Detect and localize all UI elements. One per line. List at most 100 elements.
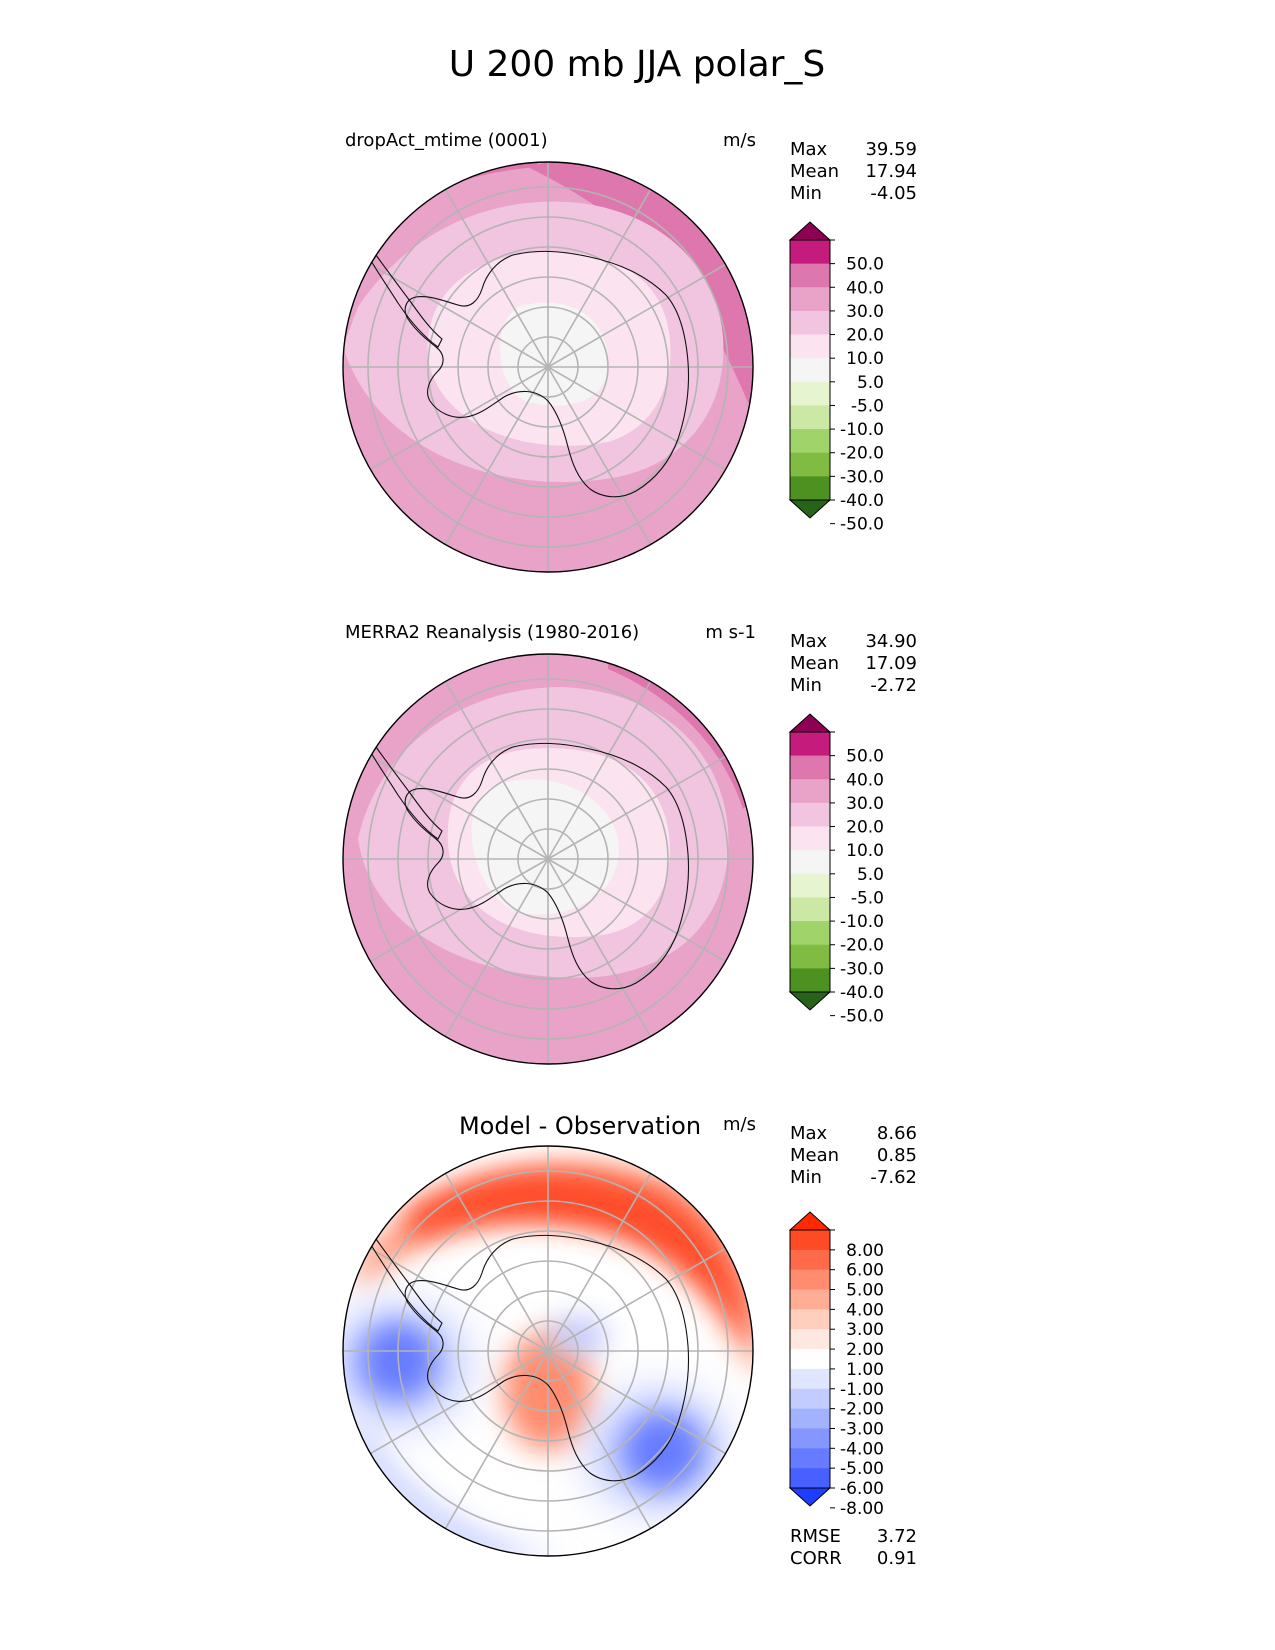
- colorbar-tick-label: 30.0: [846, 794, 884, 814]
- longitude-line: [370, 755, 549, 860]
- stat-value: 17.09: [865, 653, 917, 674]
- colorbar-frame: [789, 731, 831, 993]
- colorbar-tick-label: 40.0: [846, 278, 884, 298]
- colorbar-tick-label: -50.0: [840, 515, 884, 535]
- colorbar-segment: [790, 1230, 830, 1251]
- colorbar-segment: [790, 310, 830, 336]
- stat-label: Mean: [790, 161, 839, 182]
- map-field: [343, 162, 753, 572]
- panel-2: MERRA2 Reanalysis (1980-2016) m s-1 Max 34.…: [342, 622, 917, 1065]
- stat-label: Max: [790, 139, 828, 160]
- longitude-line: [444, 681, 549, 860]
- colorbar-segment: [790, 755, 830, 780]
- stat-value: 8.66: [877, 1123, 917, 1144]
- stat-label: Mean: [790, 1145, 839, 1166]
- colorbar-tick-label: -2.00: [840, 1400, 884, 1420]
- colorbar-segment: [790, 287, 830, 312]
- stat-label: RMSE: [790, 1526, 841, 1547]
- stat-value: 0.91: [877, 1548, 917, 1569]
- diff-positive-core: [408, 1172, 753, 1351]
- coastline: [404, 250, 690, 498]
- longitude-line: [444, 189, 549, 368]
- colorbar-tick-label: 50.0: [846, 747, 884, 767]
- stat-label: Min: [790, 183, 822, 204]
- stat-label: Mean: [790, 653, 839, 674]
- colorbar-segment: [790, 779, 830, 804]
- coastline: [404, 1234, 690, 1482]
- colorbar-tick-label: -5.00: [840, 1459, 884, 1479]
- panel-units: m/s: [723, 1114, 756, 1135]
- colorbar-tick-label: -5.0: [851, 396, 884, 416]
- colorbar-extend-max: [788, 1211, 832, 1231]
- stat-label: Min: [790, 1167, 822, 1188]
- colorbar-tick-label: 6.00: [846, 1261, 884, 1281]
- colorbar-tick-label: 5.0: [857, 373, 884, 393]
- longitude-line: [547, 189, 652, 368]
- colorbar-tick-label: 2.00: [846, 1340, 884, 1360]
- stat-value: 3.72: [877, 1526, 917, 1547]
- colorbar-tick-label: 40.0: [846, 770, 884, 790]
- colorbar-tick-label: -1.00: [840, 1380, 884, 1400]
- map-boundary: [342, 1145, 754, 1557]
- colorbar-extend-min: [788, 1487, 832, 1507]
- coastline: [404, 742, 690, 990]
- panel-title: MERRA2 Reanalysis (1980-2016): [345, 622, 639, 643]
- colorbar-extend-max: [788, 221, 832, 241]
- colorbar-tick-label: 20.0: [846, 818, 884, 838]
- colorbar-segment: [790, 358, 830, 383]
- colorbar-tick-label: 5.00: [846, 1281, 884, 1301]
- colorbar-tick-label: -5.0: [851, 888, 884, 908]
- longitude-line: [370, 1350, 549, 1455]
- longitude-line: [444, 1173, 549, 1352]
- colorbar-segment: [790, 381, 830, 406]
- colorbar-segment: [790, 263, 830, 288]
- colorbar-tick-label: 8.00: [846, 1241, 884, 1261]
- colorbar-segment: [790, 1349, 830, 1370]
- colorbar-tick-label: -8.00: [840, 1499, 884, 1519]
- colorbar-tick-label: -4.00: [840, 1439, 884, 1459]
- colorbar-segment: [790, 1388, 830, 1410]
- longitude-line: [444, 366, 549, 545]
- longitude-line: [370, 366, 549, 471]
- colorbar-segment: [790, 1269, 830, 1291]
- colorbar-segment: [790, 429, 830, 454]
- map-field: [343, 1146, 753, 1556]
- map-boundary: [342, 653, 754, 1065]
- colorbar-segment: [790, 1428, 830, 1449]
- colorbar-segment: [790, 968, 830, 993]
- stat-value: 39.59: [865, 139, 917, 160]
- polar-map: [342, 653, 754, 1065]
- colorbar-tick-label: 10.0: [846, 841, 884, 861]
- colorbar-segment: [790, 1468, 830, 1489]
- longitude-line: [547, 366, 652, 545]
- colorbar-extend-min: [788, 991, 832, 1011]
- colorbar-segment: [790, 1448, 830, 1469]
- stat-label: Max: [790, 1123, 828, 1144]
- longitude-line: [547, 755, 726, 860]
- colorbar-tick-label: -30.0: [840, 959, 884, 979]
- colorbar-frame: [789, 1229, 831, 1489]
- colorbar-tick-label: 4.00: [846, 1300, 884, 1320]
- colorbar-segment: [790, 405, 830, 430]
- colorbar-segment: [790, 732, 830, 757]
- polar-map: [342, 1145, 754, 1557]
- longitude-line: [370, 263, 549, 368]
- stat-label: Min: [790, 675, 822, 696]
- colorbar-tick-label: -30.0: [840, 467, 884, 487]
- colorbar-tick-label: -10.0: [840, 912, 884, 932]
- longitude-line: [370, 858, 549, 963]
- colorbar-segment: [790, 873, 830, 898]
- colorbar-segment: [790, 897, 830, 922]
- longitude-line: [444, 858, 549, 1037]
- colorbar-segment: [790, 850, 830, 875]
- colorbar-segment: [790, 334, 830, 359]
- colorbar-segment: [790, 1309, 830, 1330]
- colorbar-frame: [789, 239, 831, 501]
- colorbar-segment: [790, 1368, 830, 1390]
- colorbar-segment: [790, 476, 830, 501]
- colorbar-tick-label: -20.0: [840, 444, 884, 464]
- colorbar-extend-max: [788, 713, 832, 733]
- panel-3: Model - Observation m/s Max 8.66 Mean 0.85 Min…: [342, 1112, 917, 1569]
- colorbar-segment: [790, 452, 830, 477]
